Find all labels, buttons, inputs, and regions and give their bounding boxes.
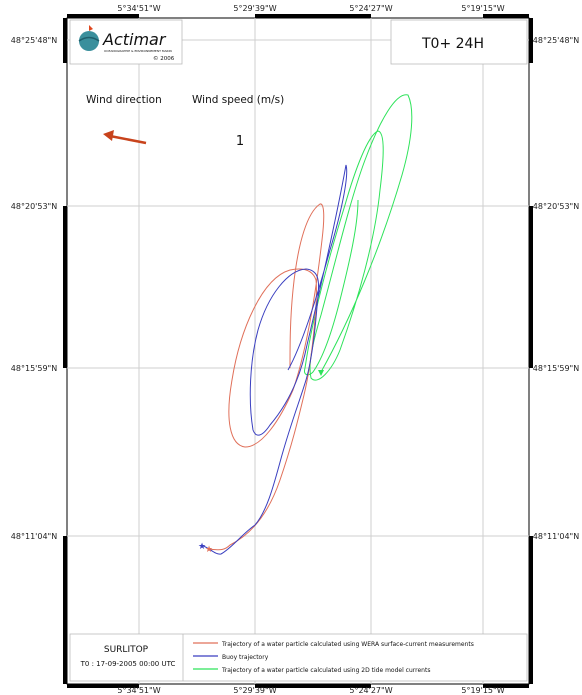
lon-tick-top-2: 5°29'39"W (233, 4, 276, 13)
wera-trajectory (208, 203, 325, 551)
lat-tick-right-2: 48°20'53"N (533, 202, 579, 211)
lat-tick-right-3: 48°15'59"N (533, 364, 579, 373)
globe-icon (79, 31, 99, 51)
lon-tick-bottom-1: 5°34'51"W (117, 686, 160, 695)
legend-t0: T0 : 17-09-2005 00:00 UTC (80, 660, 176, 668)
legend-label-buoy: Buoy trajectory (222, 654, 269, 661)
wera-start-star-icon: ★ (205, 545, 213, 555)
lat-tick-left-4: 48°11'04"N (11, 532, 57, 541)
lon-tick-top-4: 5°19'15"W (461, 4, 504, 13)
buoy-start-star-icon: ★ (198, 542, 206, 552)
wind-arrow-icon (103, 130, 147, 145)
legend-label-model: Trajectory of a water particle calculate… (221, 667, 430, 674)
time-label: T0+ 24H (421, 36, 484, 52)
logo: Actimar OCEANOGRAPHIE & ENVIRONNEMENT MA… (69, 19, 183, 65)
legend-panel: SURLITOP T0 : 17-09-2005 00:00 UTC Traje… (69, 633, 528, 682)
logo-copyright: © 2006 (153, 55, 175, 62)
lon-tick-top-3: 5°24'27"W (349, 4, 392, 13)
lon-tick-bottom-4: 5°19'15"W (461, 686, 504, 695)
lat-tick-left-3: 48°15'59"N (11, 364, 57, 373)
legend-project: SURLITOP (104, 645, 149, 655)
buoy-trajectory (200, 164, 348, 555)
lat-tick-right-1: 48°25'48"N (533, 36, 579, 45)
lon-tick-top-1: 5°34'51"W (117, 4, 160, 13)
lat-tick-right-4: 48°11'04"N (533, 532, 579, 541)
border-scale-bars (63, 14, 533, 688)
wind-direction-title: Wind direction (86, 94, 162, 106)
graticule (67, 18, 529, 684)
lon-tick-bottom-2: 5°29'39"W (233, 686, 276, 695)
logo-brand: Actimar (102, 30, 167, 49)
lat-tick-left-2: 48°20'53"N (11, 202, 57, 211)
lon-tick-bottom-3: 5°24'27"W (349, 686, 392, 695)
model-trajectory (304, 94, 413, 381)
legend-label-wera: Trajectory of a water particle calculate… (221, 641, 474, 648)
wind-speed-title: Wind speed (m/s) (192, 94, 284, 106)
logo-tagline: OCEANOGRAPHIE & ENVIRONNEMENT MARIN (104, 49, 172, 53)
flag-icon (89, 25, 93, 31)
time-box (390, 19, 528, 65)
map-frame (66, 17, 530, 685)
wind-speed-value: 1 (236, 134, 244, 149)
lat-tick-left-1: 48°25'48"N (11, 36, 57, 45)
